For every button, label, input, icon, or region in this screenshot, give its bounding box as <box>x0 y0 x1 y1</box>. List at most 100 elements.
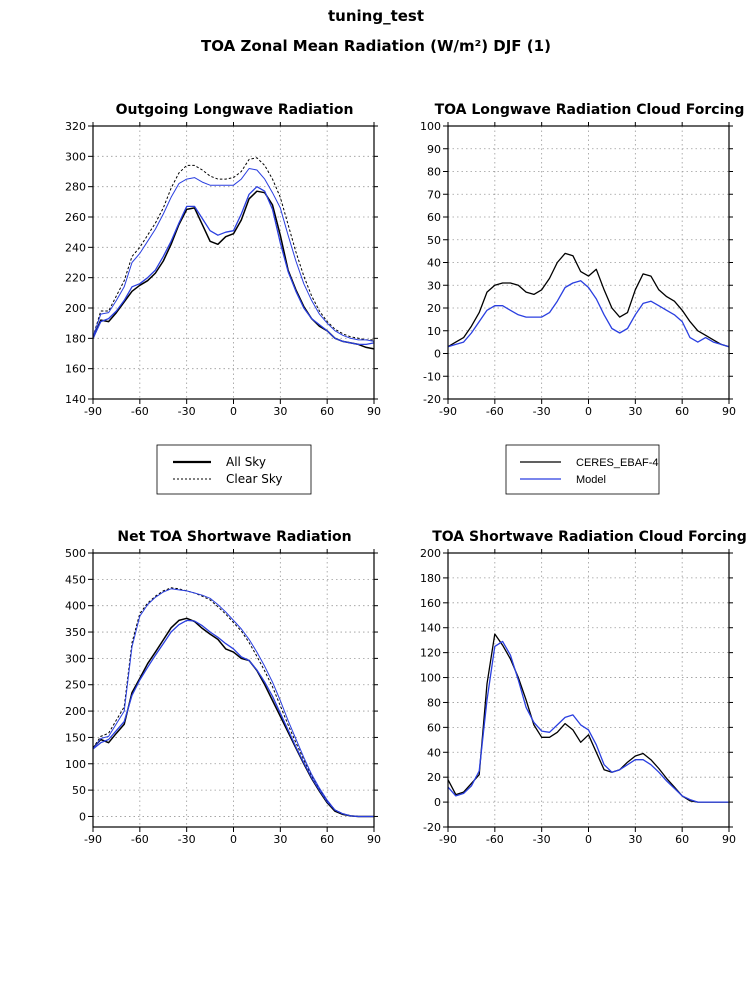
y-tick-label: 90 <box>427 143 441 156</box>
y-tick-label: 0 <box>434 796 441 809</box>
x-tick-label: 60 <box>675 833 689 846</box>
chart-swcf: TOA Shortwave Radiation Cloud Forcing -90… <box>420 529 747 846</box>
x-tick-label: -60 <box>131 833 149 846</box>
series-ceres-ebaf-4 <box>447 252 730 348</box>
y-tick-label: 280 <box>65 181 86 194</box>
plots-group: Outgoing Longwave Radiation -90 -60 -30 0 30 6… <box>65 102 747 846</box>
y-tick-label: 140 <box>65 393 86 406</box>
y-tick-label: 50 <box>427 234 441 247</box>
clear-sky-legend-label: Clear Sky <box>226 472 282 486</box>
y-tick-label: 450 <box>65 573 86 586</box>
x-tick-label: 0 <box>230 405 237 418</box>
x-tick-label: 90 <box>367 833 381 846</box>
x-tick-label: -90 <box>84 833 102 846</box>
x-tick-label: 30 <box>273 833 287 846</box>
y-tick-label: 160 <box>420 597 441 610</box>
y-tick-label: -20 <box>423 821 441 834</box>
y-tick-label: 300 <box>65 150 86 163</box>
x-tick-label: 60 <box>320 833 334 846</box>
y-tick-label: 400 <box>65 600 86 613</box>
y-tick-label: 20 <box>427 771 441 784</box>
y-tick-label: 150 <box>65 731 86 744</box>
y-tick-label: 350 <box>65 626 86 639</box>
series-model <box>447 280 730 348</box>
model-legend-label: Model <box>576 474 606 486</box>
y-tick-label: 40 <box>427 746 441 759</box>
y-tick-label: 140 <box>420 622 441 635</box>
x-tick-label: 30 <box>628 405 642 418</box>
y-tick-label: 320 <box>65 120 86 133</box>
y-tick-label: 80 <box>427 166 441 179</box>
chart-title: TOA Longwave Radiation Cloud Forcing <box>435 102 745 118</box>
x-tick-label: -30 <box>533 405 551 418</box>
obs-legend-label: CERES_EBAF-4 <box>576 457 659 469</box>
y-tick-label: 100 <box>420 120 441 133</box>
series-model-all-sky <box>92 619 374 818</box>
y-tick-label: 40 <box>427 257 441 270</box>
chart-net-sw: Net TOA Shortwave Radiation -90 -60 -30 0 30 6… <box>65 529 381 846</box>
y-tick-label: 10 <box>427 325 441 338</box>
chart-olr: Outgoing Longwave Radiation -90 -60 -30 0 30 6… <box>65 102 381 418</box>
x-tick-label: -90 <box>439 405 457 418</box>
sky-legend-box <box>156 444 312 495</box>
x-tick-label: -30 <box>178 833 196 846</box>
x-tick-label: 90 <box>722 833 736 846</box>
chart-title: Outgoing Longwave Radiation <box>116 102 354 118</box>
series-ceres-ebaf-4-all-sky <box>92 617 374 818</box>
series-model-all-sky <box>92 186 375 346</box>
y-tick-label: 80 <box>427 696 441 709</box>
x-tick-label: -60 <box>486 405 504 418</box>
y-tick-label: 180 <box>420 572 441 585</box>
x-tick-label: 30 <box>628 833 642 846</box>
series-model-clear-sky <box>92 168 375 342</box>
x-tick-label: 30 <box>273 405 287 418</box>
chart-title: TOA Shortwave Radiation Cloud Forcing <box>432 529 747 545</box>
x-tick-label: 90 <box>722 405 736 418</box>
source-legend: CERES_EBAF-4 Model <box>505 444 660 495</box>
x-tick-label: -30 <box>533 833 551 846</box>
figure-title: tuning_test <box>328 7 424 25</box>
y-tick-label: 100 <box>420 672 441 685</box>
all-sky-legend-label: All Sky <box>226 455 266 469</box>
y-tick-label: 50 <box>72 784 86 797</box>
x-tick-label: 0 <box>585 833 592 846</box>
series-ceres-ebaf-4-clear-sky <box>92 157 374 341</box>
x-tick-label: -90 <box>84 405 102 418</box>
y-tick-label: 240 <box>65 241 86 254</box>
y-tick-label: 0 <box>79 810 86 823</box>
y-tick-label: 250 <box>65 679 86 692</box>
x-tick-label: 60 <box>675 405 689 418</box>
y-tick-label: 160 <box>65 363 86 376</box>
y-tick-label: 0 <box>434 348 441 361</box>
y-tick-label: 70 <box>427 188 441 201</box>
y-tick-label: 120 <box>420 647 441 660</box>
y-tick-label: 180 <box>65 332 86 345</box>
source-legend-box <box>505 444 660 495</box>
y-tick-label: 200 <box>420 547 441 560</box>
y-tick-label: 60 <box>427 211 441 224</box>
x-tick-label: -90 <box>439 833 457 846</box>
sky-legend: All Sky Clear Sky <box>156 444 312 495</box>
x-tick-label: 0 <box>230 833 237 846</box>
y-tick-label: 100 <box>65 758 86 771</box>
y-tick-label: -10 <box>423 370 441 383</box>
y-tick-label: 200 <box>65 705 86 718</box>
x-tick-label: 90 <box>367 405 381 418</box>
series-model-clear-sky <box>92 588 374 817</box>
x-tick-label: -60 <box>486 833 504 846</box>
y-tick-label: 30 <box>427 279 441 292</box>
chart-title: Net TOA Shortwave Radiation <box>117 529 351 545</box>
y-tick-label: 260 <box>65 211 86 224</box>
x-tick-label: -60 <box>131 405 149 418</box>
x-tick-label: 0 <box>585 405 592 418</box>
series-model <box>447 640 729 803</box>
y-tick-label: 500 <box>65 547 86 560</box>
y-tick-label: 20 <box>427 302 441 315</box>
y-tick-label: 300 <box>65 652 86 665</box>
figure-subtitle: TOA Zonal Mean Radiation (W/m²) DJF (1) <box>201 37 551 55</box>
x-tick-label: 60 <box>320 405 334 418</box>
x-tick-label: -30 <box>178 405 196 418</box>
chart-lwcf: TOA Longwave Radiation Cloud Forcing -90 -… <box>420 102 744 418</box>
y-tick-label: 200 <box>65 302 86 315</box>
